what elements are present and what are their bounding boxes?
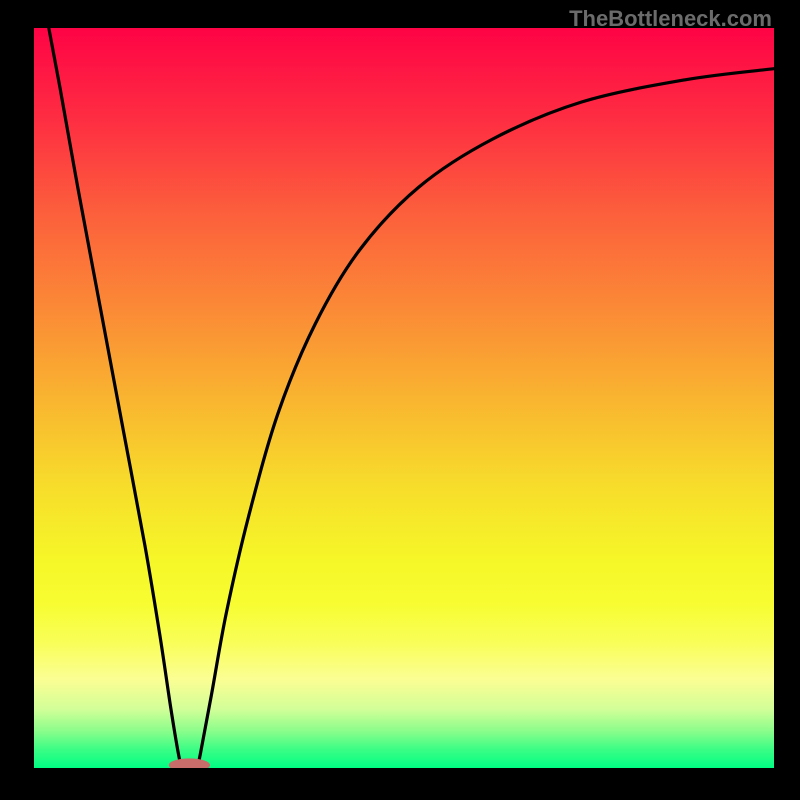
- plot-area: [34, 28, 774, 768]
- chart-svg: [34, 28, 774, 768]
- watermark-text: TheBottleneck.com: [569, 6, 772, 32]
- gradient-background: [34, 28, 774, 768]
- chart-container: TheBottleneck.com: [0, 0, 800, 800]
